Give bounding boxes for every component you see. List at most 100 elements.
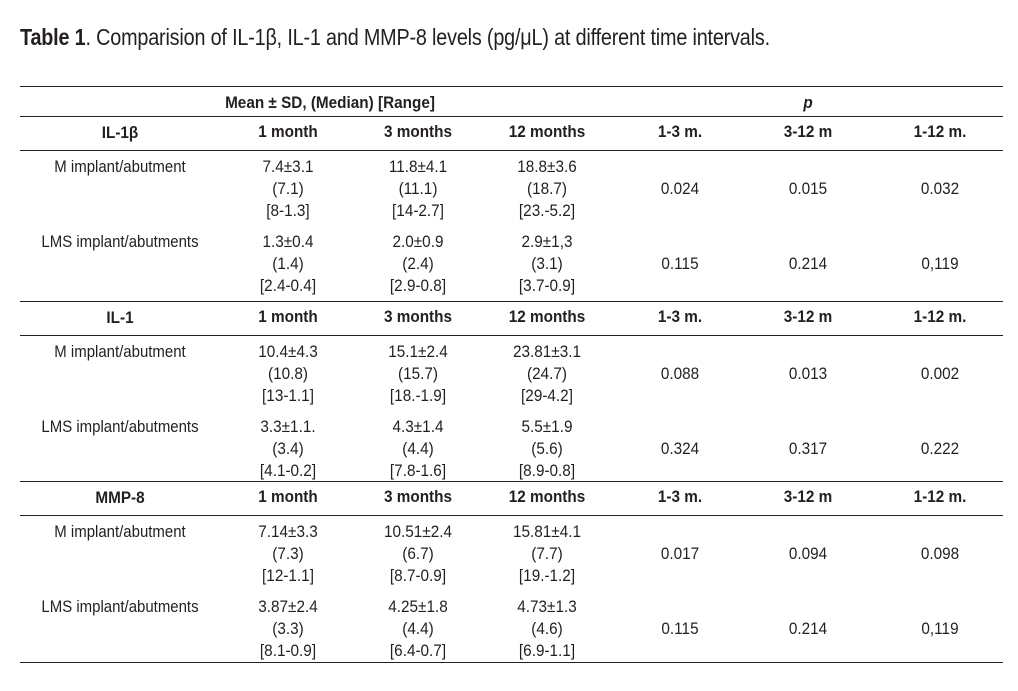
table-number: Table 1: [20, 24, 86, 50]
value-line: (4.4): [402, 439, 434, 458]
column-header: 1-12 m.: [913, 122, 967, 141]
value-line: 15.81±4.1: [513, 522, 581, 541]
column-header: 3 months: [383, 307, 453, 326]
column-header: 3-12 m: [783, 307, 833, 326]
p-value: 0,119: [921, 254, 959, 273]
column-header: 1-12 m.: [913, 307, 967, 326]
value-line: [8.9-0.8]: [518, 461, 576, 480]
p-value: 0.032: [920, 179, 960, 198]
row-label: LMS implant/abutments: [41, 597, 199, 616]
column-header: 1-12 m.: [913, 487, 967, 506]
p-value: 0.024: [660, 179, 700, 198]
p-value: 0.214: [788, 254, 828, 273]
column-header: 1 month: [258, 487, 318, 506]
value-line: (24.7): [527, 364, 567, 383]
value-line: (4.6): [531, 619, 563, 638]
bottom-rule: [20, 662, 1003, 663]
section-header-rule: [20, 515, 1003, 516]
section-rule: [20, 481, 1003, 482]
value-line: (10.8): [268, 364, 308, 383]
table-caption: Table 1. Comparision of IL-1β, IL-1 and …: [20, 24, 770, 51]
value-line: 3.87±2.4: [258, 597, 318, 616]
column-header: 1-3 m.: [657, 122, 703, 141]
p-value: 0.324: [660, 439, 700, 458]
value-line: 5.5±1.9: [521, 417, 573, 436]
value-line: (6.7): [402, 544, 434, 563]
value-line: 1.3±0.4: [262, 232, 314, 251]
p-value: 0.115: [661, 619, 699, 638]
value-line: [8.7-0.9]: [389, 566, 447, 585]
section-name: IL-1β: [101, 123, 139, 142]
section-rule: [20, 116, 1003, 117]
value-cell: 2.9±1,3 (3.1) [3.7-0.9]: [502, 231, 592, 297]
section-header-rule: [20, 150, 1003, 151]
value-cell: 3.3±1.1. (3.4) [4.1-0.2]: [243, 416, 333, 482]
p-value: 0.015: [788, 179, 828, 198]
column-header: 12 months: [508, 122, 586, 141]
column-header: 1 month: [258, 307, 318, 326]
value-line: (18.7): [527, 179, 567, 198]
value-line: (2.4): [402, 254, 434, 273]
value-line: 4.3±1.4: [392, 417, 444, 436]
value-line: 10.4±4.3: [258, 342, 318, 361]
value-line: (4.4): [402, 619, 434, 638]
section-name: IL-1: [106, 308, 134, 327]
p-value: 0.317: [788, 439, 828, 458]
column-header: 1 month: [258, 122, 318, 141]
p-value-header: p: [803, 93, 813, 112]
group-header: Mean ± SD, (Median) [Range]: [225, 93, 435, 112]
value-cell: 10.4±4.3 (10.8) [13-1.1]: [243, 341, 333, 407]
value-cell: 7.14±3.3 (7.3) [12-1.1]: [243, 521, 333, 587]
row-label: LMS implant/abutments: [41, 417, 199, 436]
column-header: 12 months: [508, 307, 586, 326]
p-value: 0.214: [788, 619, 828, 638]
value-cell: 3.87±2.4 (3.3) [8.1-0.9]: [243, 596, 333, 662]
value-cell: 10.51±2.4 (6.7) [8.7-0.9]: [373, 521, 463, 587]
value-line: [18.-1.9]: [389, 386, 447, 405]
column-header: 12 months: [508, 487, 586, 506]
value-cell: 5.5±1.9 (5.6) [8.9-0.8]: [502, 416, 592, 482]
value-line: (15.7): [398, 364, 438, 383]
value-line: [12-1.1]: [262, 566, 314, 585]
section-rule: [20, 301, 1003, 302]
column-header: 3-12 m: [783, 122, 833, 141]
value-line: [29-4.2]: [521, 386, 573, 405]
column-header: 3-12 m: [783, 487, 833, 506]
value-line: (1.4): [272, 254, 304, 273]
value-cell: 11.8±4.1 (11.1) [14-2.7]: [373, 156, 463, 222]
value-cell: 4.73±1.3 (4.6) [6.9-1.1]: [502, 596, 592, 662]
value-line: [6.4-0.7]: [389, 641, 447, 660]
row-label: M implant/abutment: [54, 522, 186, 541]
value-line: [7.8-1.6]: [389, 461, 447, 480]
value-line: [19.-1.2]: [518, 566, 576, 585]
value-cell: 1.3±0.4 (1.4) [2.4-0.4]: [243, 231, 333, 297]
value-line: (11.1): [398, 179, 438, 198]
value-cell: 15.81±4.1 (7.7) [19.-1.2]: [502, 521, 592, 587]
value-line: 23.81±3.1: [513, 342, 581, 361]
p-value: 0.098: [920, 544, 960, 563]
section-name: MMP-8: [95, 488, 145, 507]
value-line: [23.-5.2]: [518, 201, 576, 220]
value-line: 4.25±1.8: [388, 597, 448, 616]
value-line: [2.9-0.8]: [389, 276, 447, 295]
value-line: 7.4±3.1: [262, 157, 314, 176]
p-value: 0.222: [920, 439, 960, 458]
p-value: 0.088: [660, 364, 700, 383]
value-line: (3.4): [272, 439, 304, 458]
row-label: M implant/abutment: [54, 342, 186, 361]
value-line: (3.3): [272, 619, 304, 638]
column-header: 3 months: [383, 487, 453, 506]
value-cell: 4.25±1.8 (4.4) [6.4-0.7]: [373, 596, 463, 662]
p-value: 0.115: [661, 254, 699, 273]
value-line: [8.1-0.9]: [259, 641, 317, 660]
value-line: [8-1.3]: [266, 201, 310, 220]
column-header: 1-3 m.: [657, 487, 703, 506]
value-line: (7.1): [272, 179, 304, 198]
p-value: 0.094: [788, 544, 828, 563]
row-label: M implant/abutment: [54, 157, 186, 176]
p-value: 0.017: [660, 544, 700, 563]
p-value: 0,119: [921, 619, 959, 638]
value-line: [3.7-0.9]: [518, 276, 576, 295]
value-cell: 23.81±3.1 (24.7) [29-4.2]: [502, 341, 592, 407]
value-line: 4.73±1.3: [517, 597, 577, 616]
